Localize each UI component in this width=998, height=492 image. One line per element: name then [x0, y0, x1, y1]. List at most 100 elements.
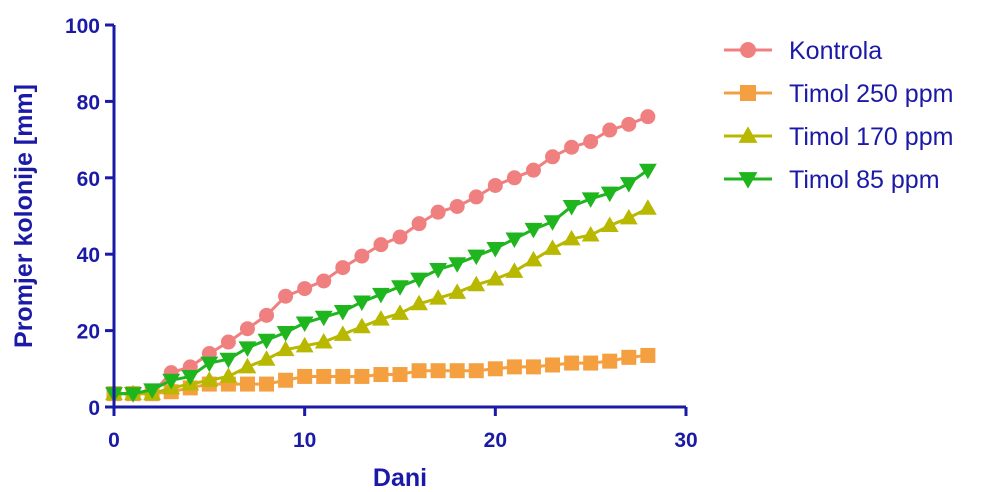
legend: Kontrola Timol 250 ppm Timol 170 ppm Timol …: [724, 37, 953, 194]
data-point: [487, 361, 503, 377]
series-3: [105, 199, 657, 401]
data-point: [525, 359, 541, 375]
data-point: [505, 232, 524, 248]
data-point: [392, 367, 408, 383]
data-point: [372, 310, 390, 326]
data-point: [430, 363, 446, 379]
y-tick-label: 80: [77, 91, 100, 114]
y-tick-label: 20: [77, 321, 100, 344]
data-point: [640, 347, 656, 363]
data-point: [467, 275, 486, 292]
data-point: [564, 355, 580, 371]
data-point: [162, 373, 181, 390]
y-tick-label: 60: [77, 168, 100, 191]
legend-marker: [738, 126, 758, 143]
data-point: [257, 333, 276, 350]
data-point: [219, 352, 238, 369]
data-point: [467, 249, 486, 266]
data-point: [449, 198, 465, 214]
data-point: [638, 163, 657, 180]
data-point: [143, 383, 162, 399]
data-point: [259, 307, 275, 323]
data-point: [295, 316, 314, 333]
data-point: [487, 177, 503, 193]
data-point: [316, 368, 332, 384]
x-tick-label: 10: [293, 429, 316, 452]
data-point: [295, 336, 314, 353]
y-tick-label: 0: [88, 397, 100, 420]
data-point: [411, 216, 427, 232]
data-point: [524, 250, 543, 267]
series-4: [105, 163, 657, 403]
data-point: [449, 363, 465, 379]
data-point: [373, 367, 389, 383]
x-tick-label: 20: [484, 429, 507, 452]
data-point: [411, 363, 427, 379]
data-point: [638, 199, 657, 215]
data-point: [354, 368, 370, 384]
data-point: [543, 239, 562, 255]
data-point: [600, 186, 619, 203]
data-point: [238, 341, 257, 357]
data-point: [602, 122, 618, 138]
data-point: [314, 333, 333, 349]
data-point: [640, 109, 656, 125]
data-point: [314, 310, 333, 327]
axes-layer: 0 20 40 60 80 100 0 10 20 30: [65, 15, 698, 452]
data-point: [276, 340, 295, 357]
data-point: [392, 229, 408, 245]
data-point: [259, 376, 275, 392]
data-point: [335, 368, 351, 384]
x-axis-title: Dani: [373, 464, 427, 492]
data-point: [238, 357, 257, 374]
data-point: [564, 139, 580, 155]
data-point: [600, 216, 619, 232]
data-point: [278, 372, 294, 388]
data-point: [220, 334, 236, 350]
data-point: [562, 200, 581, 216]
data-point: [583, 134, 599, 150]
y-tick-label: 40: [77, 244, 100, 267]
legend-marker: [738, 172, 758, 189]
data-point: [352, 317, 371, 334]
data-point: [333, 325, 352, 341]
x-tick-label: 30: [674, 429, 697, 452]
data-point: [333, 305, 352, 321]
data-point: [200, 356, 219, 373]
data-point: [602, 353, 618, 369]
data-point: [581, 226, 600, 242]
data-point: [354, 248, 370, 264]
legend-item: Timol 170 ppm: [724, 123, 953, 151]
data-point: [429, 263, 448, 279]
data-point: [297, 281, 313, 297]
series-line: [114, 115, 649, 396]
data-point: [506, 170, 522, 186]
data-point: [239, 376, 255, 392]
y-tick-label: 100: [65, 15, 100, 38]
data-point: [619, 208, 638, 225]
legend-item: Kontrola: [724, 37, 882, 65]
data-point: [316, 273, 332, 289]
data-point: [391, 304, 409, 320]
data-point: [468, 363, 484, 379]
data-point: [410, 272, 428, 289]
data-point: [372, 287, 390, 304]
data-point: [278, 288, 294, 304]
data-point: [486, 242, 505, 258]
data-point: [219, 367, 238, 383]
legend-label: Timol 250 ppm: [789, 80, 953, 108]
data-point: [430, 204, 446, 220]
data-point: [373, 237, 389, 253]
data-point: [335, 260, 351, 276]
data-point: [429, 289, 448, 305]
legend-label: Timol 85 ppm: [789, 166, 940, 194]
data-point: [581, 192, 600, 208]
data-point: [181, 369, 200, 386]
data-point: [448, 257, 467, 273]
data-point: [562, 229, 581, 246]
data-point: [257, 350, 276, 366]
data-point: [239, 321, 255, 337]
data-point: [410, 294, 428, 311]
legend-label: Timol 170 ppm: [789, 123, 953, 151]
